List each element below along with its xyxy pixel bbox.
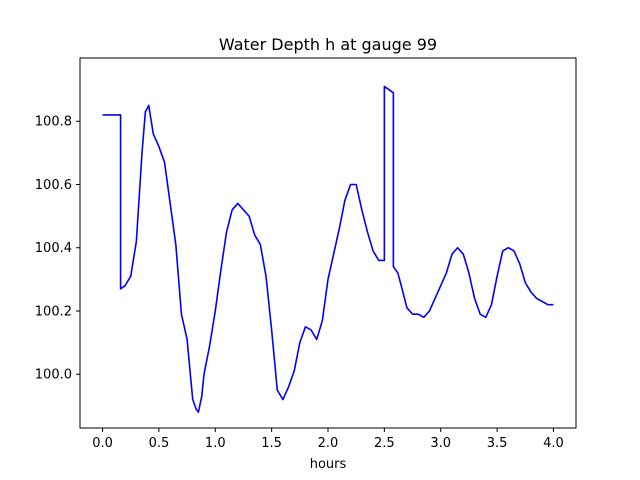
x-tick-label: 1.0 <box>205 436 226 451</box>
x-tick-label: 2.0 <box>318 436 339 451</box>
x-axis: 0.0 0.5 1.0 1.5 2.0 2.5 3.0 3.5 4.0 <box>92 428 564 451</box>
plot-area <box>102 85 554 413</box>
x-tick-label: 4.0 <box>543 436 564 451</box>
x-tick-label: 0.0 <box>92 436 113 451</box>
y-axis: 100.0 100.2 100.4 100.6 100.8 <box>35 115 80 383</box>
x-tick-label: 2.5 <box>374 436 395 451</box>
chart-title: Water Depth h at gauge 99 <box>219 35 437 54</box>
axes-frame <box>79 57 577 429</box>
x-tick-label: 3.0 <box>430 436 451 451</box>
y-tick-label: 100.6 <box>35 178 72 193</box>
x-axis-title: hours <box>310 457 347 472</box>
y-tick-label: 100.8 <box>35 115 72 130</box>
y-tick-label: 100.2 <box>35 304 72 319</box>
x-tick-label: 0.5 <box>149 436 170 451</box>
x-tick-label: 3.5 <box>487 436 508 451</box>
y-tick-label: 100.4 <box>35 241 72 256</box>
series-line-0 <box>102 85 554 413</box>
x-tick-label: 1.5 <box>261 436 282 451</box>
y-tick-label: 100.0 <box>35 368 72 383</box>
